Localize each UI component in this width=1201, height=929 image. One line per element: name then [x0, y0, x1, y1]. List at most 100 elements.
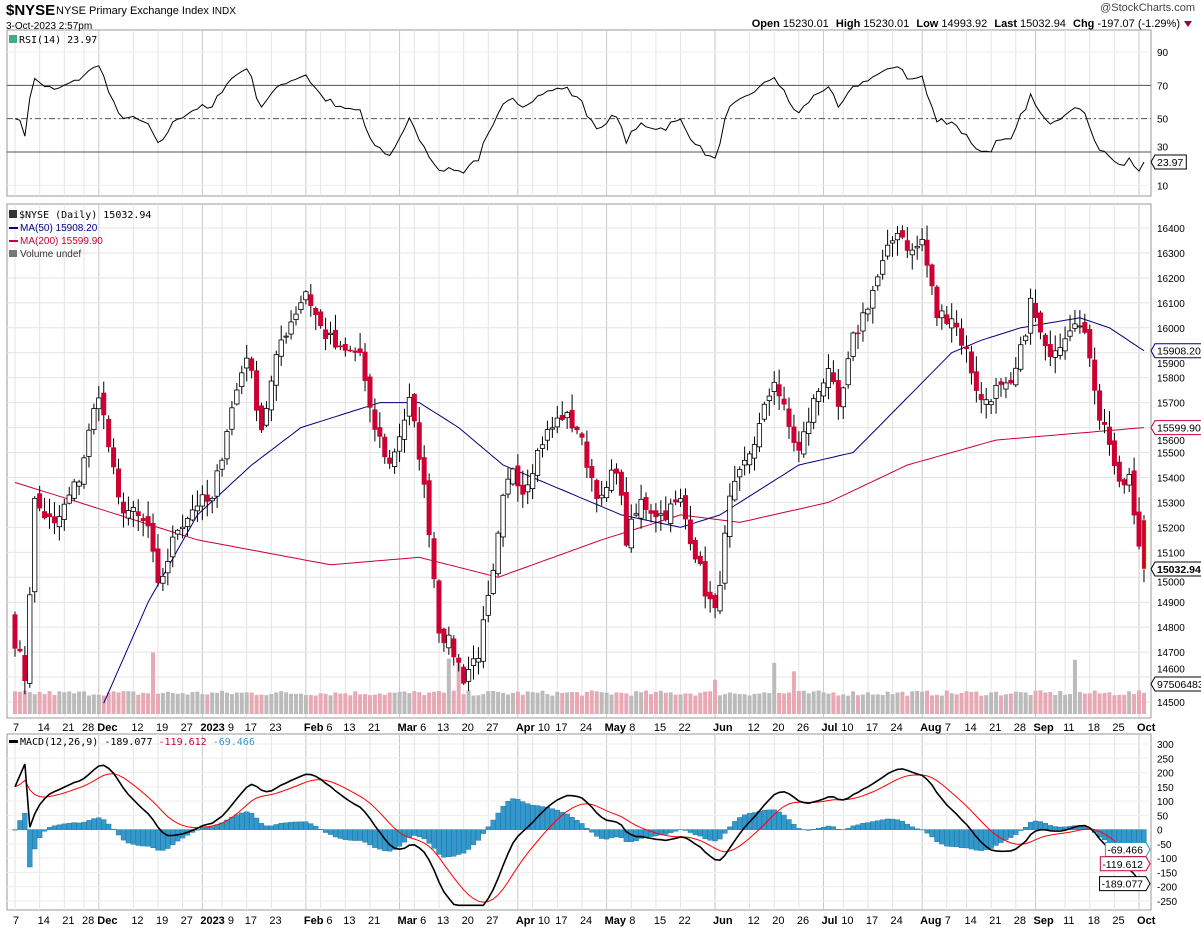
macd-histogram-bar — [115, 829, 122, 836]
candle-body — [653, 510, 659, 518]
macd-histogram-bar — [135, 829, 141, 846]
candle — [815, 388, 822, 416]
candle — [919, 228, 925, 252]
volume-bar — [244, 692, 249, 714]
candle — [120, 492, 126, 528]
candle-body — [234, 389, 240, 405]
candle-body — [855, 332, 861, 335]
x-tick-label: 12 — [131, 915, 143, 927]
candle-body — [939, 310, 945, 319]
candle — [1042, 332, 1048, 361]
candle — [475, 647, 482, 675]
candle — [959, 318, 965, 355]
candle — [658, 500, 664, 531]
x-tick-label: 8 — [629, 722, 635, 734]
macd-tick-label: 300 — [1157, 740, 1174, 751]
macd-histogram-bar — [110, 828, 117, 830]
volume-bar — [816, 690, 821, 714]
candle — [638, 484, 644, 529]
volume-bar — [289, 693, 294, 714]
volume-bar — [506, 694, 510, 714]
candle — [47, 498, 53, 529]
last-value: 15032.94 — [1020, 18, 1066, 30]
candle — [111, 438, 117, 475]
candle-body — [32, 498, 38, 593]
macd-histogram-bar — [130, 829, 136, 845]
macd-histogram-bar — [446, 829, 452, 857]
last-price-tag-box — [1150, 561, 1201, 577]
price-tick-label: 15100 — [1157, 548, 1185, 559]
volume-bar — [791, 671, 796, 714]
macd-histogram-bar — [313, 825, 319, 830]
macd-histogram-bar — [268, 825, 274, 830]
candle — [377, 412, 383, 449]
candle-body — [1018, 344, 1024, 370]
candle — [86, 423, 92, 468]
volume-bar — [397, 691, 402, 714]
volume-bar — [111, 691, 116, 714]
price-tick-label: 15800 — [1157, 374, 1185, 385]
volume-bar — [82, 691, 87, 714]
candle-body — [899, 230, 905, 238]
volume-bar — [589, 690, 594, 714]
macd-tick-label: 0 — [1157, 826, 1163, 837]
candle-body — [549, 427, 555, 430]
candle — [899, 225, 905, 240]
ma50-legend: MA(50) 15908.20 — [20, 223, 98, 234]
rsi-legend-icon — [9, 35, 17, 43]
candle — [776, 369, 782, 411]
macd-histogram-bar — [865, 822, 871, 830]
candle — [327, 321, 334, 345]
candle — [352, 347, 358, 362]
candle-body — [889, 240, 896, 244]
candle-body — [352, 350, 358, 353]
candle — [490, 563, 496, 596]
candle-body — [125, 510, 131, 519]
candle-body — [865, 308, 871, 315]
macd-histogram-bar — [76, 822, 82, 830]
candle-body — [66, 494, 72, 504]
candle — [209, 496, 215, 514]
macd-histogram-bar — [140, 829, 146, 847]
volume-bar — [456, 658, 461, 714]
x-tick-label: May — [605, 722, 627, 734]
candle-body — [332, 329, 338, 348]
candle-body — [544, 429, 551, 441]
candle-body — [954, 322, 960, 328]
macd-histogram-bar — [485, 826, 491, 830]
volume-legend: Volume undef — [20, 249, 81, 260]
macd-histogram-bar — [17, 820, 23, 830]
macd-histogram-bar — [120, 829, 127, 841]
x-tick-label: 9 — [228, 915, 234, 927]
price-tick-label: 15900 — [1157, 359, 1185, 370]
macd-histogram-bar — [954, 829, 960, 848]
volume-bar — [624, 693, 629, 714]
price-tick-label: 16100 — [1157, 299, 1185, 310]
x-tick-label: 27 — [486, 722, 498, 734]
candle-body — [539, 444, 546, 449]
volume-bar — [762, 692, 767, 714]
volume-bar — [880, 695, 885, 714]
candle-body — [71, 481, 77, 499]
volume-bar — [609, 694, 614, 714]
volume-bar — [1013, 691, 1018, 714]
macd-histogram-bar — [875, 820, 881, 830]
volume-bar — [427, 692, 432, 714]
candle-body — [594, 480, 600, 499]
macd-histogram-bar — [1047, 825, 1053, 830]
candle — [465, 656, 472, 692]
candle — [12, 611, 18, 657]
volume-bar — [215, 692, 220, 714]
candle-body — [1027, 297, 1034, 334]
candle — [949, 303, 955, 343]
volume-bar — [1053, 694, 1058, 714]
volume-bar — [42, 694, 47, 714]
x-tick-label: 13 — [343, 722, 355, 734]
price-tick-label: 15700 — [1157, 399, 1185, 410]
candle-body — [643, 497, 649, 510]
candle — [722, 525, 728, 590]
x-tick-label: 20 — [772, 722, 784, 734]
volume-bar — [629, 695, 634, 714]
x-tick-label: Jul — [822, 722, 838, 734]
candle — [510, 467, 516, 486]
